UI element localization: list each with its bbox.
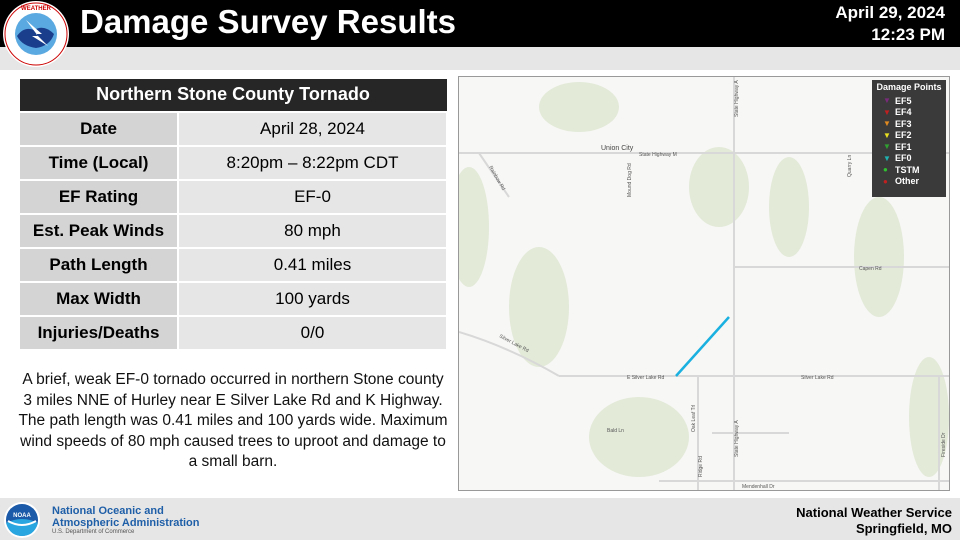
map-label-silver-e: Silver Lake Rd [801, 375, 834, 381]
row-label: Date [18, 110, 179, 147]
legend-item: ● Other [875, 176, 943, 188]
legend-label: EF1 [895, 141, 912, 152]
svg-text:NOAA: NOAA [13, 513, 31, 519]
row-value: April 28, 2024 [177, 110, 448, 147]
map-label-rainbow: Rainbow Rd [487, 165, 506, 192]
row-label: Max Width [18, 280, 179, 317]
tornado-track[interactable] [675, 316, 730, 377]
roads [459, 77, 949, 490]
row-label: Time (Local) [18, 144, 179, 181]
row-value: 80 mph [177, 212, 448, 249]
legend-item: ▼ EF3 [875, 118, 943, 130]
noaa-name: National Oceanic and Atmospheric Administ… [52, 505, 200, 529]
map-label-hwy-a: State Highway A [734, 80, 740, 117]
map-label-quarry: Quarry Ln [847, 155, 853, 177]
svg-text:WEATHER: WEATHER [21, 6, 52, 12]
legend-item: ● TSTM [875, 164, 943, 176]
table-row: Time (Local) 8:20pm – 8:22pm CDT [18, 144, 448, 181]
table-row: Path Length 0.41 miles [18, 246, 448, 283]
header-band [0, 47, 960, 70]
legend-label: EF4 [895, 107, 912, 118]
header-bar [0, 0, 960, 47]
map-label-mound: Mound Dog Rd [627, 163, 633, 197]
description: A brief, weak EF-0 tornado occurred in n… [18, 371, 448, 470]
legend-item: ▼ EF2 [875, 130, 943, 142]
row-label: Path Length [18, 246, 179, 283]
map-label-mendenhall: Mendenhall Dr [742, 484, 775, 490]
table-row: Max Width 100 yards [18, 280, 448, 317]
table-row: Est. Peak Winds 80 mph [18, 212, 448, 249]
triangle-marker-icon: ▼ [883, 153, 891, 163]
noaa-logo: NOAA [4, 502, 40, 538]
map-label-oak: Oak Leaf Trl [691, 405, 697, 432]
row-value: 8:20pm – 8:22pm CDT [177, 144, 448, 181]
legend-label: EF3 [895, 118, 912, 129]
legend-label: TSTM [895, 164, 920, 175]
circle-marker-icon: ● [883, 176, 888, 186]
map-legend: Damage Points ▼ EF5 ▼ EF4 ▼ EF3 ▼ EF2 ▼ EF1 ▼ EF0 ● T… [872, 80, 946, 197]
map-label-fireside: Fireside Dr [941, 432, 947, 457]
legend-label: Other [895, 176, 920, 187]
report-time: 12:23 PM [871, 25, 945, 44]
footer-bar [0, 498, 960, 540]
table-row: EF Rating EF-0 [18, 178, 448, 215]
row-label: EF Rating [18, 178, 179, 215]
nws-logo: WEATHER [3, 1, 69, 67]
legend-item: ▼ EF1 [875, 141, 943, 153]
legend-title: Damage Points [876, 82, 942, 92]
row-label: Est. Peak Winds [18, 212, 179, 249]
legend-item: ▼ EF0 [875, 153, 943, 165]
row-value: EF-0 [177, 178, 448, 215]
row-value: 0.41 miles [177, 246, 448, 283]
legend-label: EF2 [895, 130, 912, 141]
map-label-bald: Bald Ln [607, 428, 624, 434]
triangle-marker-icon: ▼ [883, 130, 891, 140]
triangle-marker-icon: ▼ [883, 119, 891, 129]
row-value: 100 yards [177, 280, 448, 317]
page-title: Damage Survey Results [80, 3, 457, 40]
legend-item: ▼ EF5 [875, 95, 943, 107]
map-label-town: Union City [601, 145, 634, 152]
noaa-dept: U.S. Department of Commerce [52, 529, 135, 535]
row-label: Injuries/Deaths [18, 314, 179, 351]
map-label-ridge: Ridge Rd [698, 456, 704, 477]
legend-label: EF5 [895, 95, 912, 106]
legend-label: EF0 [895, 153, 912, 164]
legend-item: ▼ EF4 [875, 107, 943, 119]
report-date: April 29, 2024 [835, 3, 945, 22]
row-value: 0/0 [177, 314, 448, 351]
triangle-marker-icon: ▼ [883, 142, 891, 152]
table-row: Date April 28, 2024 [18, 110, 448, 147]
table-title: Northern Stone County Tornado [18, 78, 448, 112]
circle-marker-icon: ● [883, 165, 888, 175]
map-label-capen: Capen Rd [859, 266, 882, 272]
triangle-marker-icon: ▼ [883, 96, 891, 106]
map-label-hwy-m: State Highway M [639, 152, 677, 158]
map-label-e-silver: E Silver Lake Rd [627, 375, 664, 381]
triangle-marker-icon: ▼ [883, 107, 891, 117]
map-label-hwy-a2: State Highway A [734, 420, 740, 457]
damage-map[interactable]: Union City State Highway M Capen Rd E Si… [458, 76, 950, 491]
table-row: Injuries/Deaths 0/0 [18, 314, 448, 351]
survey-table: Northern Stone County Tornado Date April … [18, 78, 448, 351]
nws-office: National Weather Service Springfield, MO [796, 505, 952, 536]
